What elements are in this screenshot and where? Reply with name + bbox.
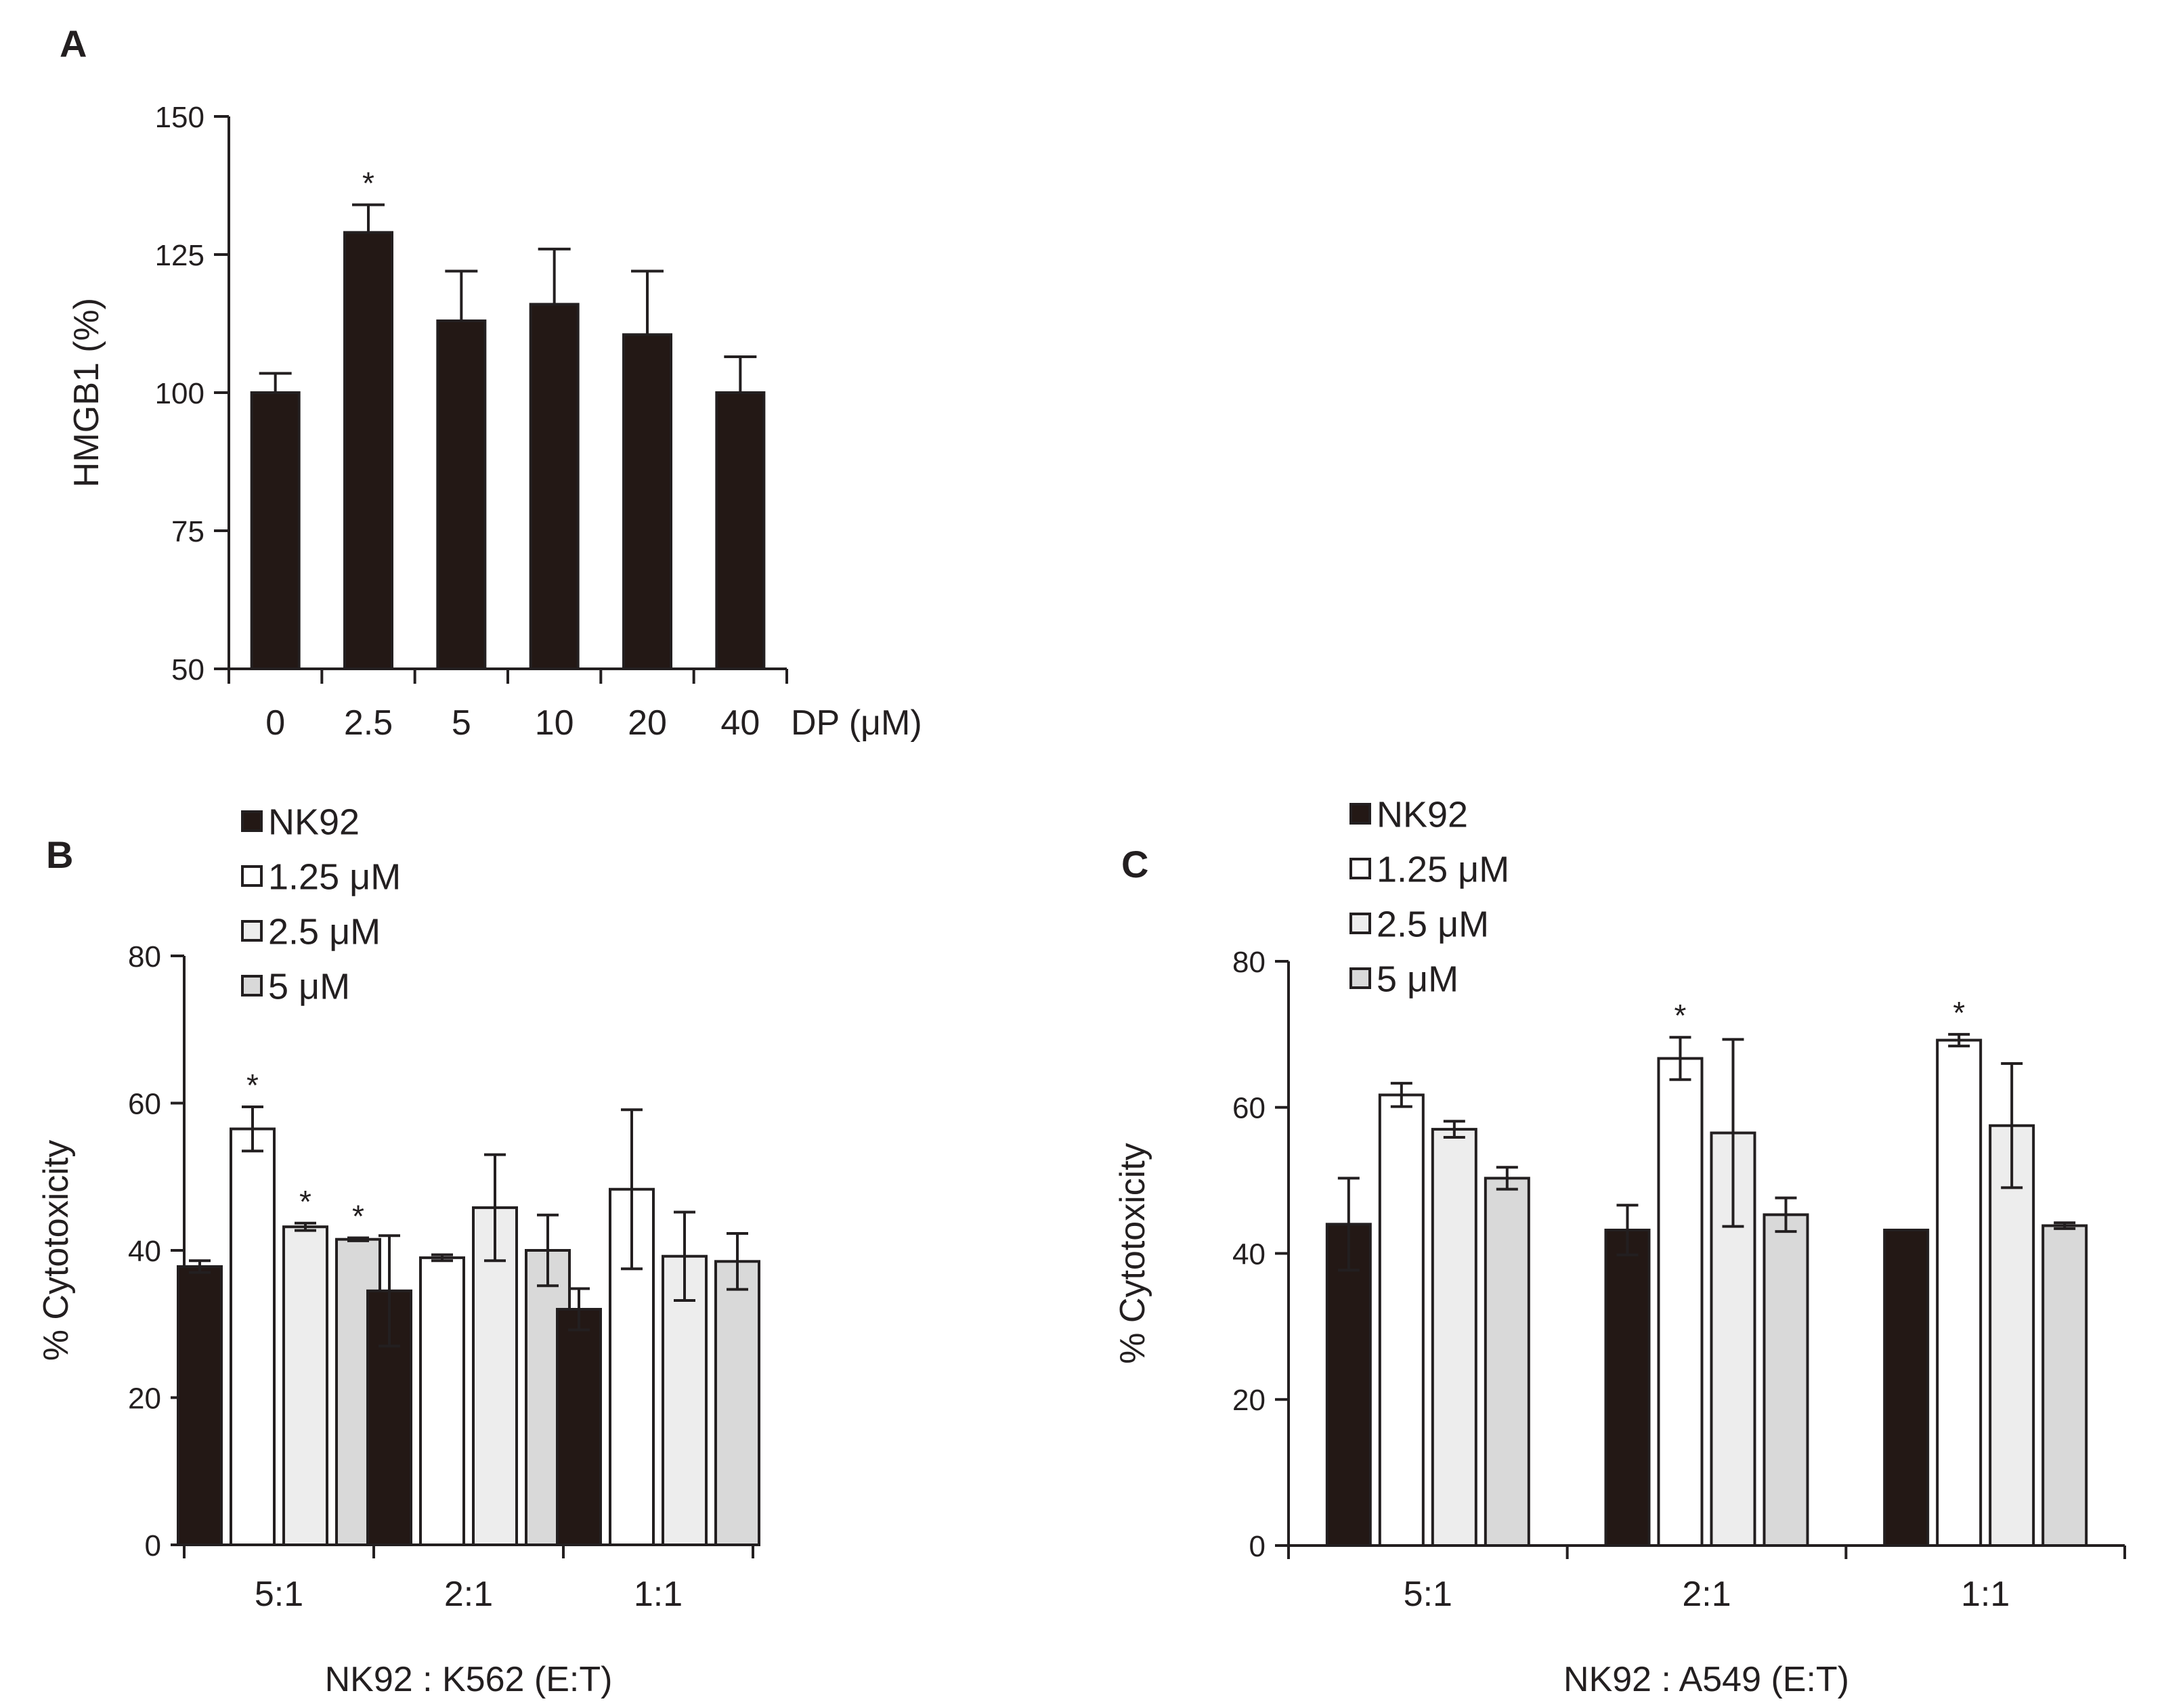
legend-swatch <box>1349 967 1371 989</box>
y-tick-label: 40 <box>128 1235 161 1268</box>
bar <box>282 1225 328 1546</box>
bar <box>1378 1093 1425 1547</box>
bar <box>1883 1228 1930 1547</box>
panel-a-chart: A 50 75 100 125 150 0 2.5 * 5 10 20 40 HMGB1 (%) DP (… <box>60 22 922 743</box>
panel-b-label: B <box>46 833 73 876</box>
legend-entry: 2.5 μM <box>268 911 381 952</box>
bar <box>436 319 487 671</box>
significance-marker: * <box>246 1068 259 1103</box>
panel-c-chart: C 0 20 40 60 80 5:1 2:1 * 1:1 * % Cytotoxicity NK92… <box>1113 794 2126 1699</box>
panel-b-chart: B 0 20 40 60 80 5:1 * * * 2:1 1:1 % Cytotoxicity NK9… <box>37 802 760 1699</box>
y-axis-label: % Cytotoxicity <box>37 1140 76 1361</box>
x-category-label: 10 <box>535 703 574 743</box>
significance-marker: * <box>299 1184 311 1219</box>
legend-swatch <box>1349 913 1371 934</box>
bar <box>1484 1177 1530 1548</box>
bar <box>343 231 393 670</box>
panel-a-label: A <box>60 22 87 65</box>
x-category-label: 1:1 <box>1961 1575 2010 1614</box>
x-category-label: 2:1 <box>444 1575 493 1614</box>
bar <box>714 1260 760 1546</box>
y-tick-label: 125 <box>155 239 204 272</box>
y-tick-label: 0 <box>145 1529 161 1562</box>
x-axis-label: DP (μM) <box>791 703 922 743</box>
significance-marker: * <box>362 166 374 201</box>
bar <box>472 1206 518 1547</box>
bar <box>556 1308 602 1546</box>
panel-c-label: C <box>1121 843 1148 885</box>
y-tick-label: 80 <box>1232 946 1266 979</box>
bar <box>419 1256 465 1546</box>
y-tick-label: 0 <box>1249 1530 1266 1563</box>
y-tick-label: 60 <box>128 1087 161 1120</box>
bar <box>2041 1224 2088 1547</box>
bar <box>1763 1213 1809 1548</box>
y-axis-label: % Cytotoxicity <box>1113 1143 1152 1364</box>
x-category-label: 0 <box>265 703 285 743</box>
legend-entry: 1.25 μM <box>1377 849 1509 890</box>
x-category-label: 1:1 <box>634 1575 683 1614</box>
x-category-label: 2.5 <box>344 703 393 743</box>
bar <box>230 1127 276 1546</box>
bar <box>1657 1057 1704 1547</box>
x-category-label: 5 <box>452 703 471 743</box>
legend-entry: 2.5 μM <box>1377 904 1489 944</box>
y-tick-label: 75 <box>171 515 204 548</box>
bar <box>1936 1038 1983 1547</box>
bar <box>662 1254 708 1546</box>
x-category-label: 5:1 <box>255 1575 303 1614</box>
x-category-label: 2:1 <box>1682 1575 1731 1614</box>
significance-marker: * <box>1674 998 1687 1033</box>
bar <box>529 303 580 670</box>
y-tick-label: 100 <box>155 377 204 410</box>
bar <box>1604 1228 1651 1547</box>
legend-swatch <box>241 920 263 942</box>
legend-swatch <box>1349 858 1371 879</box>
legend-entry: NK92 <box>268 802 360 842</box>
legend-swatch <box>241 810 263 832</box>
y-tick-label: 20 <box>128 1382 161 1415</box>
significance-marker: * <box>1953 995 1965 1030</box>
y-tick-label: 80 <box>128 940 161 973</box>
y-tick-label: 150 <box>155 101 204 134</box>
y-axis-label: HMGB1 (%) <box>67 298 106 487</box>
y-tick-label: 40 <box>1232 1238 1266 1271</box>
bar <box>1325 1223 1372 1547</box>
bar <box>622 333 672 670</box>
x-category-label: 40 <box>720 703 760 743</box>
bar <box>1431 1128 1477 1548</box>
legend-entry: NK92 <box>1377 794 1468 835</box>
bar <box>250 391 301 670</box>
legend-entry: 5 μM <box>268 966 350 1007</box>
x-axis-label: NK92 : A549 (E:T) <box>1563 1660 1849 1699</box>
x-axis-label: NK92 : K562 (E:T) <box>325 1660 613 1699</box>
legend-swatch <box>241 865 263 887</box>
x-category-label: 5:1 <box>1404 1575 1452 1614</box>
legend-entry: 5 μM <box>1377 959 1458 999</box>
significance-marker: * <box>352 1199 364 1234</box>
bar <box>715 391 766 670</box>
y-tick-label: 20 <box>1232 1384 1266 1417</box>
bar <box>177 1265 223 1547</box>
legend-entry: 1.25 μM <box>268 856 401 897</box>
y-tick-label: 50 <box>171 653 204 686</box>
x-category-label: 20 <box>628 703 667 743</box>
y-tick-label: 60 <box>1232 1092 1266 1125</box>
legend-swatch <box>1349 803 1371 825</box>
legend-swatch <box>241 975 263 997</box>
